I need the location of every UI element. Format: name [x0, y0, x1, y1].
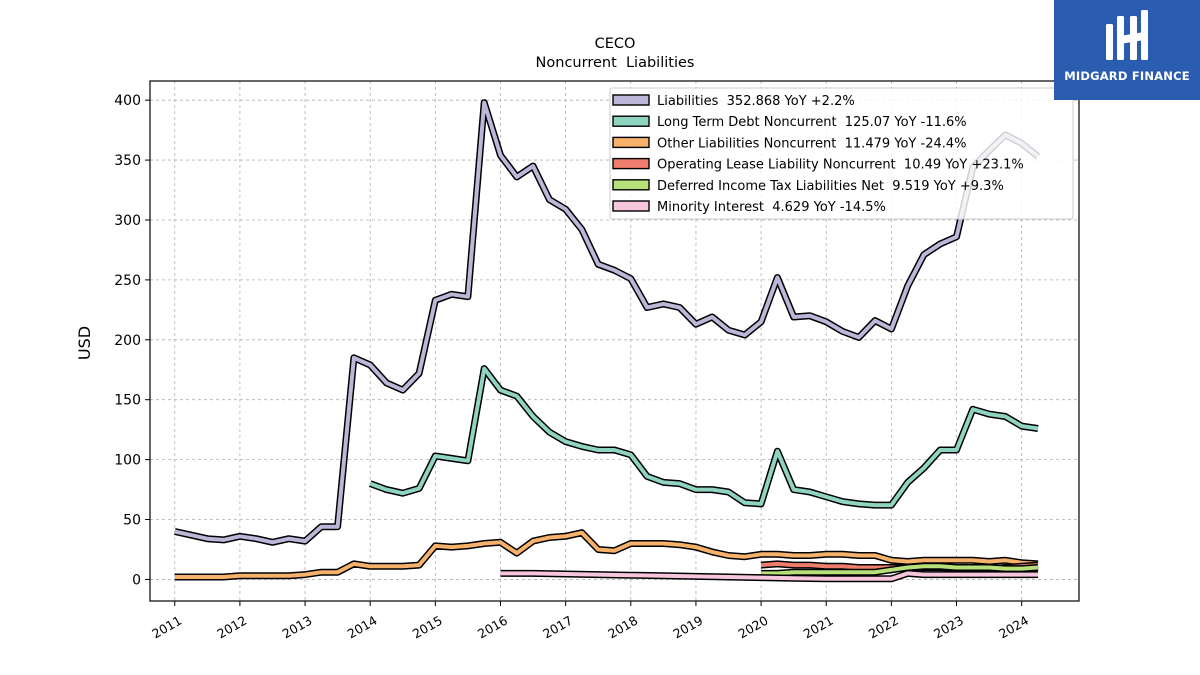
x-tick-label: 2011	[149, 613, 184, 642]
chart-subtitle: Noncurrent Liabilities	[536, 55, 695, 71]
series-line-1	[369, 366, 1039, 508]
x-tick-label: 2022	[866, 613, 901, 642]
x-tick-label: 2015	[410, 613, 445, 642]
legend-label: Minority Interest 4.629 YoY -14.5%	[657, 200, 886, 215]
series-lines	[174, 99, 1041, 583]
y-tick-label: 350	[114, 153, 141, 169]
legend-swatch	[612, 94, 650, 106]
y-tick-label: 100	[114, 453, 141, 469]
x-tick-label: 2019	[670, 613, 705, 642]
y-tick-label: 200	[114, 333, 141, 349]
series-line-0	[174, 100, 1040, 545]
x-tick-label: 2021	[801, 613, 836, 642]
legend-label: Other Liabilities Noncurrent 11.479 YoY …	[657, 136, 967, 151]
legend-label: Operating Lease Liability Noncurrent 10.…	[657, 158, 1024, 173]
x-tick-label: 2016	[475, 613, 510, 642]
y-tick-label: 300	[114, 213, 141, 229]
legend: Liabilities 352.868 YoY +2.2% Long Term D…	[609, 87, 1074, 220]
y-axis-label: USD	[75, 326, 94, 360]
legend-swatch	[612, 200, 650, 212]
series-line-2	[174, 530, 1039, 579]
chart-title: CECO	[595, 36, 636, 52]
legend-box	[609, 87, 1074, 220]
y-tick-label: 250	[114, 273, 141, 289]
midgard-logo-icon	[1106, 10, 1148, 60]
x-tick-label: 2014	[345, 613, 380, 642]
legend-label: Liabilities 352.868 YoY +2.2%	[657, 94, 855, 109]
plot-frame	[149, 80, 1080, 602]
x-tick-label: 2017	[540, 613, 575, 642]
y-tick-label: 150	[114, 393, 141, 409]
legend-label: Deferred Income Tax Liabilities Net 9.51…	[657, 179, 1004, 194]
legend-swatch	[612, 115, 650, 127]
y-tick-label: 50	[123, 513, 141, 529]
x-tick-label: 2012	[214, 613, 249, 642]
x-tick-label: 2020	[736, 613, 771, 642]
series-line-4	[761, 564, 1039, 576]
x-tick-label: 2023	[931, 613, 966, 642]
brand-logo: MIDGARD FINANCE	[1054, 0, 1200, 100]
legend-label: Long Term Debt Noncurrent 125.07 YoY -11…	[657, 115, 967, 130]
x-tick-label: 2018	[605, 613, 640, 642]
legend-swatch	[612, 179, 650, 191]
brand-name: MIDGARD FINANCE	[1064, 69, 1190, 83]
x-tick-label: 2024	[996, 613, 1031, 642]
legend-swatch	[612, 136, 650, 149]
x-tick-label: 2013	[280, 613, 315, 642]
series-line-5	[500, 571, 1038, 581]
y-tick-label: 400	[114, 93, 141, 109]
legend-swatch	[612, 157, 650, 170]
y-tick-label: 0	[132, 572, 141, 588]
